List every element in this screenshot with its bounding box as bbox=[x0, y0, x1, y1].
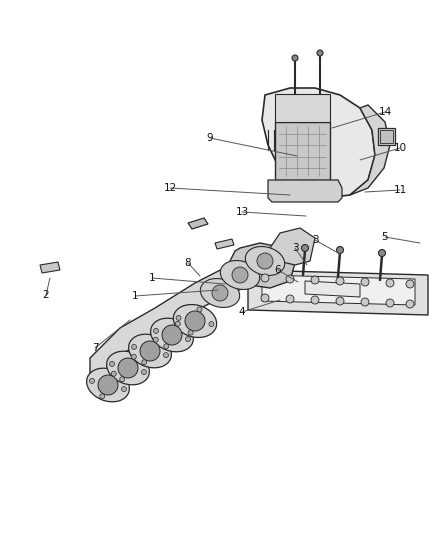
Circle shape bbox=[292, 55, 298, 61]
Text: 9: 9 bbox=[207, 133, 213, 143]
Circle shape bbox=[209, 321, 214, 327]
Ellipse shape bbox=[220, 261, 260, 289]
Circle shape bbox=[406, 300, 414, 308]
Ellipse shape bbox=[151, 318, 194, 352]
Circle shape bbox=[163, 353, 169, 358]
Circle shape bbox=[131, 344, 137, 350]
Circle shape bbox=[185, 337, 191, 342]
Polygon shape bbox=[40, 262, 60, 273]
Circle shape bbox=[386, 299, 394, 307]
Circle shape bbox=[141, 369, 146, 375]
Circle shape bbox=[336, 277, 344, 285]
Circle shape bbox=[89, 378, 95, 383]
Polygon shape bbox=[305, 281, 360, 297]
Circle shape bbox=[176, 316, 181, 320]
Ellipse shape bbox=[173, 304, 217, 337]
Circle shape bbox=[111, 371, 117, 376]
Text: 3: 3 bbox=[292, 243, 298, 253]
Text: 13: 13 bbox=[235, 207, 249, 217]
Circle shape bbox=[140, 341, 160, 361]
Circle shape bbox=[197, 307, 202, 312]
Text: 10: 10 bbox=[393, 143, 406, 153]
Circle shape bbox=[131, 354, 136, 359]
Bar bbox=[275, 122, 330, 180]
Circle shape bbox=[164, 344, 169, 349]
Text: 1: 1 bbox=[148, 273, 155, 283]
Text: 3: 3 bbox=[312, 235, 318, 245]
Ellipse shape bbox=[245, 247, 285, 276]
Circle shape bbox=[406, 280, 414, 288]
Circle shape bbox=[175, 321, 180, 326]
Text: 11: 11 bbox=[393, 185, 406, 195]
Circle shape bbox=[386, 279, 394, 287]
Text: 2: 2 bbox=[42, 290, 49, 300]
Polygon shape bbox=[90, 248, 285, 385]
Polygon shape bbox=[188, 218, 208, 229]
Circle shape bbox=[301, 245, 308, 252]
Circle shape bbox=[188, 330, 193, 335]
Circle shape bbox=[100, 394, 105, 399]
Polygon shape bbox=[268, 180, 342, 202]
Circle shape bbox=[311, 296, 319, 304]
Ellipse shape bbox=[129, 334, 171, 368]
Polygon shape bbox=[380, 130, 393, 143]
Polygon shape bbox=[378, 128, 395, 145]
Circle shape bbox=[311, 276, 319, 284]
Text: 4: 4 bbox=[239, 307, 245, 317]
Polygon shape bbox=[270, 228, 315, 265]
Polygon shape bbox=[275, 94, 330, 122]
Ellipse shape bbox=[106, 351, 149, 385]
Text: 6: 6 bbox=[275, 265, 281, 275]
Circle shape bbox=[286, 295, 294, 303]
Circle shape bbox=[141, 360, 147, 365]
Ellipse shape bbox=[87, 368, 129, 402]
Circle shape bbox=[120, 377, 125, 382]
Circle shape bbox=[110, 361, 114, 366]
Polygon shape bbox=[262, 88, 375, 198]
Circle shape bbox=[185, 311, 205, 331]
Circle shape bbox=[336, 297, 344, 305]
Polygon shape bbox=[230, 243, 295, 288]
Circle shape bbox=[98, 375, 118, 395]
Circle shape bbox=[361, 298, 369, 306]
Polygon shape bbox=[248, 270, 428, 315]
Text: 7: 7 bbox=[92, 343, 98, 353]
Circle shape bbox=[336, 246, 343, 254]
Circle shape bbox=[118, 358, 138, 378]
Circle shape bbox=[317, 50, 323, 56]
Circle shape bbox=[121, 386, 127, 392]
Text: 1: 1 bbox=[132, 291, 138, 301]
Circle shape bbox=[162, 325, 182, 345]
Polygon shape bbox=[262, 275, 415, 305]
Circle shape bbox=[361, 278, 369, 286]
Text: 14: 14 bbox=[378, 107, 392, 117]
Circle shape bbox=[212, 285, 228, 301]
Circle shape bbox=[154, 328, 159, 334]
Ellipse shape bbox=[200, 279, 240, 308]
Text: 5: 5 bbox=[381, 232, 389, 242]
Polygon shape bbox=[350, 105, 390, 195]
Circle shape bbox=[261, 274, 269, 282]
Circle shape bbox=[286, 275, 294, 283]
Circle shape bbox=[261, 294, 269, 302]
Circle shape bbox=[232, 267, 248, 283]
Polygon shape bbox=[215, 239, 234, 249]
Circle shape bbox=[378, 249, 385, 256]
Text: 12: 12 bbox=[163, 183, 177, 193]
Text: 8: 8 bbox=[185, 258, 191, 268]
Circle shape bbox=[257, 253, 273, 269]
Circle shape bbox=[153, 337, 158, 342]
